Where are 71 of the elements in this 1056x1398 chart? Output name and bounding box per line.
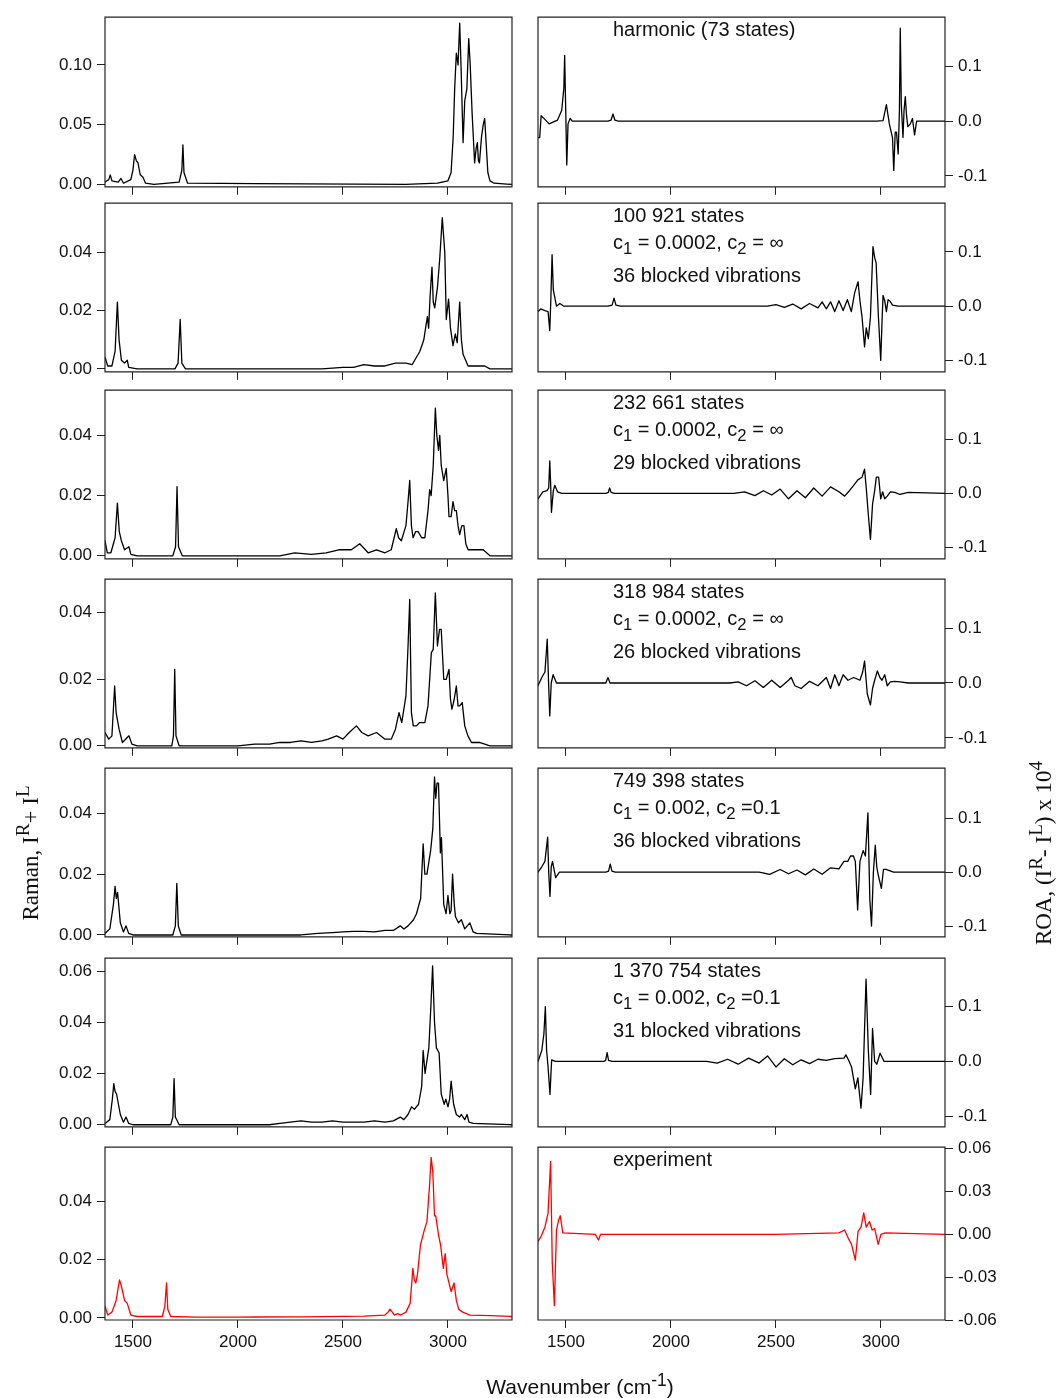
y-tick-label: -0.03	[958, 1266, 997, 1286]
y-tick-label: 0.02	[58, 863, 92, 883]
annotation: 318 984 states	[613, 579, 746, 604]
y-tick-label: 0.02	[58, 485, 92, 505]
y-tick-label: 0.10	[58, 54, 92, 74]
annotation: harmonic (73 states)	[613, 17, 796, 42]
y-tick-label: 0.04	[58, 803, 92, 823]
y-tick-label: 0.04	[58, 425, 92, 445]
x-tick-label: 1500	[547, 1331, 585, 1351]
y-tick-label: 0.1	[958, 429, 982, 449]
annotation: 31 blocked vibrations	[613, 1018, 801, 1043]
annotation: 36 blocked vibrations	[613, 263, 801, 288]
y-tick-label: 0.03	[958, 1181, 992, 1201]
y-tick-label: 0.06	[958, 1138, 992, 1158]
y-tick-label: 0.00	[58, 735, 92, 755]
y-tick-label: 0.1	[958, 807, 982, 827]
y-tick-label: -0.1	[958, 537, 988, 557]
y-tick-label: 0.0	[958, 295, 982, 315]
x-tick-label: 3000	[429, 1331, 467, 1351]
y-tick-label: 0.0	[958, 1051, 982, 1071]
x-tick-label: 3000	[862, 1331, 900, 1351]
y-tick-label: -0.1	[958, 350, 988, 370]
y-tick-label: 0.00	[58, 1307, 92, 1327]
annotation: 29 blocked vibrations	[613, 450, 801, 475]
x-tick-label: 2500	[757, 1331, 795, 1351]
y-tick-label: 0.05	[58, 114, 92, 134]
annotation: c$_{1}$ = 0.002, c$_{2}$ =0.1	[613, 985, 782, 1015]
annotation: 749 398 states	[613, 768, 746, 793]
annotation: 100 921 states	[613, 203, 746, 228]
y-tick-label: 0.00	[958, 1224, 992, 1243]
y-tick-label: 0.04	[58, 242, 92, 262]
x-tick-label: 2000	[219, 1331, 257, 1351]
y-tick-label: -0.1	[958, 165, 988, 185]
y-tick-label: 0.0	[958, 672, 982, 692]
annotation: 1 370 754 states	[613, 958, 762, 983]
y-tick-label: -0.1	[958, 727, 988, 747]
y-tick-label: 0.00	[58, 924, 92, 944]
y-tick-label: 0.00	[58, 1114, 92, 1134]
y-tick-label: -0.1	[958, 1106, 988, 1126]
y-tick-label: 0.1	[958, 996, 982, 1016]
y-tick-label: 0.0	[958, 861, 982, 881]
y-tick-label: 0.00	[58, 545, 92, 565]
annotation: c$_{1}$ = 0.0002, c$_{2}$ = ∞	[613, 606, 785, 636]
y-tick-label: 0.04	[58, 602, 92, 622]
y-tick-label: 0.06	[58, 960, 92, 980]
y-tick-label: 0.0	[958, 483, 982, 503]
annotation: c$_{1}$ = 0.0002, c$_{2}$ = ∞	[613, 230, 785, 260]
y-tick-label: 0.02	[58, 1249, 92, 1269]
y-tick-label: -0.1	[958, 915, 988, 935]
annotation: 26 blocked vibrations	[613, 639, 801, 664]
y-tick-label: 0.02	[58, 300, 92, 320]
annotation: 36 blocked vibrations	[613, 828, 801, 853]
x-tick-label: 1500	[114, 1331, 152, 1351]
y-tick-label: 0.1	[958, 241, 982, 261]
y-tick-label: 0.00	[58, 358, 92, 378]
annotation: c$_{1}$ = 0.0002, c$_{2}$ = ∞	[613, 417, 785, 447]
y-tick-label: 0.04	[58, 1011, 92, 1031]
x-tick-label: 2000	[652, 1331, 690, 1351]
y-tick-label: 0.02	[58, 1063, 92, 1083]
y-tick-label: -0.06	[958, 1309, 997, 1329]
annotation: 232 661 states	[613, 390, 746, 415]
y-tick-label: 0.04	[58, 1190, 92, 1210]
annotation: c$_{1}$ = 0.002, c$_{2}$ =0.1	[613, 795, 782, 825]
y-tick-label: 0.0	[958, 110, 982, 130]
y-tick-label: 0.00	[58, 174, 92, 194]
y-tick-label: 0.1	[958, 56, 982, 76]
annotation: experiment	[613, 1147, 712, 1172]
y-tick-label: 0.1	[958, 617, 982, 637]
x-axis-title: Wavenumber (cm$^{-1}$)	[486, 1370, 674, 1398]
x-tick-label: 2500	[324, 1331, 362, 1351]
y-tick-label: 0.02	[58, 668, 92, 688]
